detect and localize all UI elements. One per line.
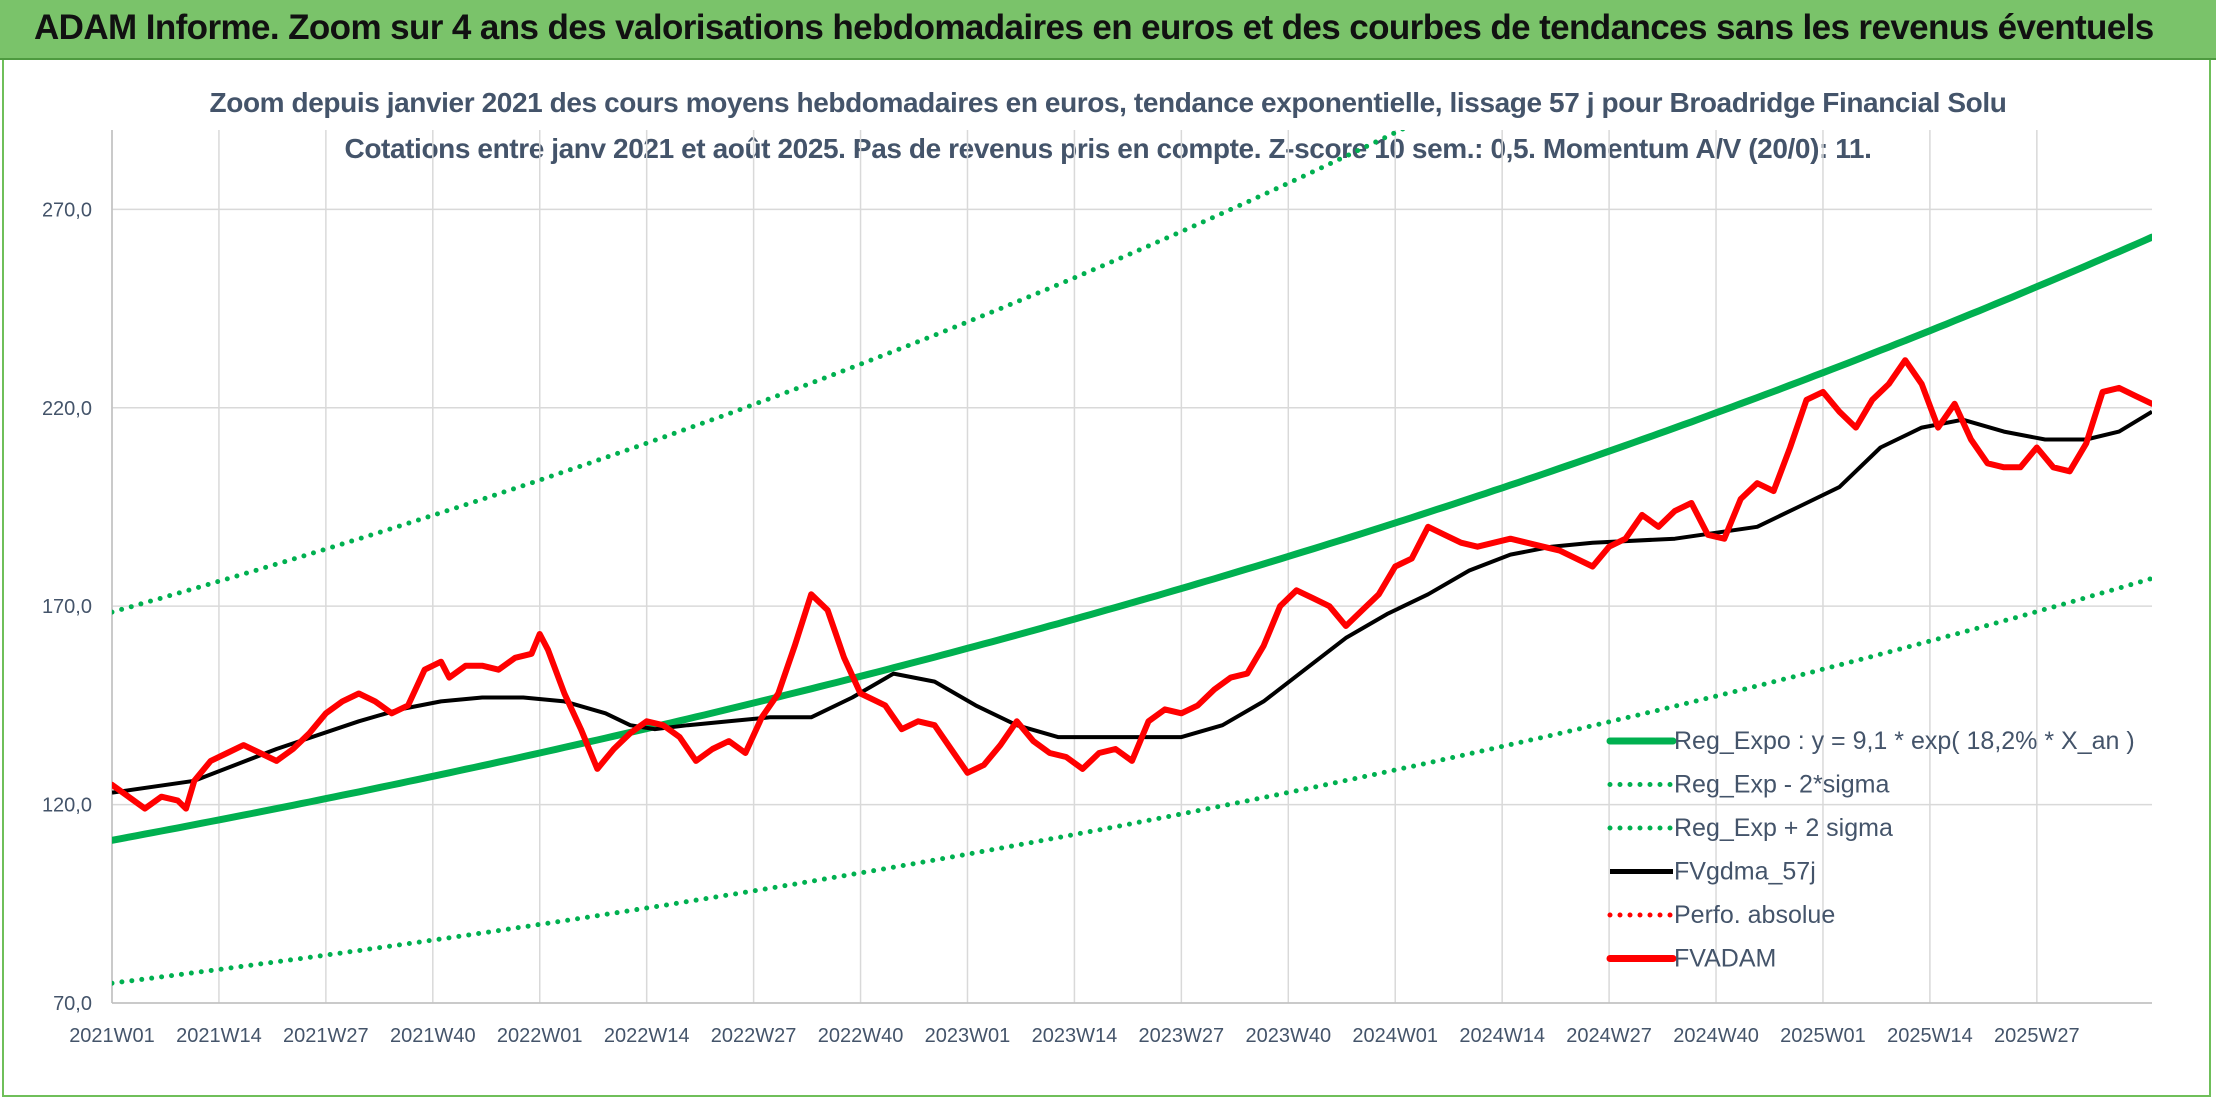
x-tick-label: 2021W27 [283, 1025, 369, 1047]
x-tick-label: 2023W40 [1245, 1025, 1331, 1047]
x-tick-label: 2022W01 [497, 1025, 583, 1047]
legend-label: Reg_Exp + 2 sigma [1674, 814, 1893, 842]
x-tick-label: 2024W01 [1352, 1025, 1438, 1047]
x-tick-label: 2023W27 [1139, 1025, 1225, 1047]
series-1-reg-exp-2-sigma [112, 575, 2152, 986]
series-3-fvgdma-57j [112, 409, 2152, 795]
gridlines [111, 130, 2152, 1004]
legend-label: Perfo. absolue [1674, 901, 1835, 929]
y-tick-label: 170,0 [42, 596, 92, 618]
series-5-fvadam [112, 357, 2152, 812]
x-tick-label: 2024W14 [1459, 1025, 1545, 1047]
series-0-reg-expo-y-9-1-exp-18-2-x-an [112, 233, 2152, 844]
y-tick-label: 270,0 [42, 199, 92, 221]
title-banner: ADAM Informe. Zoom sur 4 ans des valoris… [0, 0, 2216, 60]
x-tick-label: 2021W40 [390, 1025, 476, 1047]
chart-title: Zoom depuis janvier 2021 des cours moyen… [209, 87, 2007, 118]
plot-area [112, 130, 2152, 986]
chart-subtitle: Cotations entre janv 2021 et août 2025. … [344, 133, 1872, 164]
legend-label: Reg_Expo : y = 9,1 * exp( 18,2% * X_an ) [1674, 727, 2135, 755]
x-tick-label: 2023W14 [1032, 1025, 1118, 1047]
x-tick-label: 2021W01 [69, 1025, 155, 1047]
y-tick-label: 120,0 [42, 795, 92, 817]
x-tick-label: 2024W40 [1673, 1025, 1759, 1047]
legend-label: FVgdma_57j [1674, 858, 1816, 886]
x-tick-label: 2025W01 [1780, 1025, 1866, 1047]
report-title: ADAM Informe. Zoom sur 4 ans des valoris… [34, 8, 2154, 47]
series-2-reg-exp-2-sigma [112, 130, 1407, 615]
x-tick-label: 2022W40 [818, 1025, 904, 1047]
x-tick-label: 2024W27 [1566, 1025, 1652, 1047]
y-tick-label: 70,0 [53, 993, 92, 1015]
legend-label: Reg_Exp - 2*sigma [1674, 771, 1889, 799]
legend-label: FVADAM [1674, 945, 1776, 973]
x-tick-label: 2023W01 [925, 1025, 1011, 1047]
x-tick-label: 2022W14 [604, 1025, 690, 1047]
x-tick-label: 2021W14 [176, 1025, 262, 1047]
chart-frame [2, 60, 2211, 1097]
x-tick-label: 2022W27 [711, 1025, 797, 1047]
y-tick-label: 220,0 [42, 398, 92, 420]
x-tick-label: 2025W14 [1887, 1025, 1973, 1047]
x-tick-label: 2025W27 [1994, 1025, 2080, 1047]
